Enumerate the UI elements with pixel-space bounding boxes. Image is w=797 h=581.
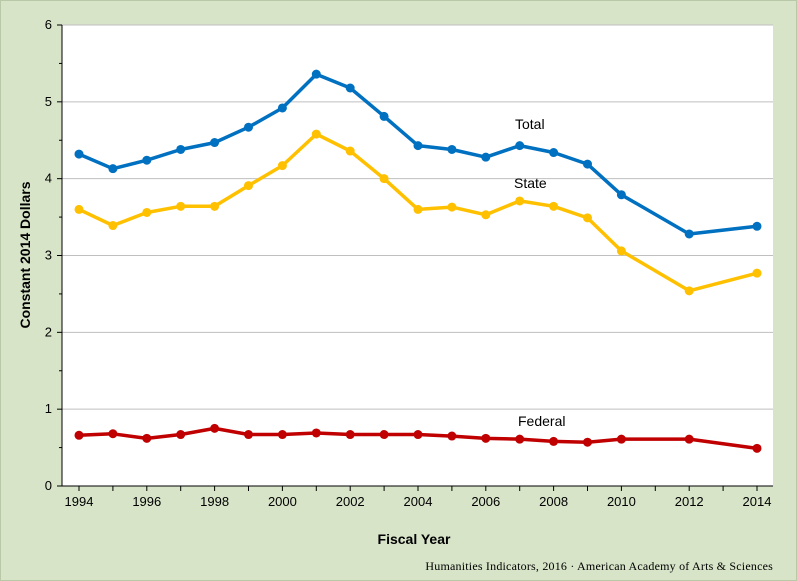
data-point-state [684, 286, 694, 296]
y-tick-label: 0 [45, 478, 52, 493]
data-point-state [752, 268, 762, 278]
data-point-state [616, 246, 626, 256]
x-tick-label: 2014 [743, 494, 772, 509]
data-point-state [108, 221, 118, 231]
data-point-total [345, 83, 355, 93]
y-tick-label: 2 [45, 324, 52, 339]
data-point-total [108, 164, 118, 174]
x-tick-labels: 1994 1996 1998 2000 2002 2004 2006 2008 2010 2012… [65, 494, 772, 509]
data-point-federal [413, 430, 423, 440]
data-point-federal [311, 428, 321, 438]
data-point-state [311, 129, 321, 139]
series-label-total: Total [515, 116, 545, 132]
data-point-total [311, 69, 321, 79]
data-point-total [142, 155, 152, 165]
x-tick-label: 2000 [268, 494, 297, 509]
y-tick-label: 1 [45, 401, 52, 416]
data-point-state [583, 213, 592, 223]
axes [57, 24, 773, 491]
data-point-state [210, 201, 220, 211]
data-point-total [752, 221, 762, 231]
data-point-total [413, 141, 423, 151]
data-point-state [413, 204, 423, 214]
y-axis-title: Constant 2014 Dollars [17, 181, 33, 328]
data-point-total [481, 152, 491, 162]
data-point-total [277, 103, 287, 113]
data-point-federal [481, 433, 491, 443]
y-tick-label: 4 [45, 171, 52, 186]
data-point-federal [74, 430, 84, 440]
data-point-federal [277, 430, 287, 440]
data-point-state [447, 202, 457, 212]
y-tick-label: 6 [45, 17, 52, 32]
data-point-federal [142, 433, 152, 443]
source-credit: Humanities Indicators, 2016 · American A… [425, 559, 773, 573]
series-labels: Total State Federal [514, 116, 565, 429]
data-point-state [549, 201, 559, 211]
y-tick-label: 5 [45, 94, 52, 109]
x-tick-label: 2012 [675, 494, 704, 509]
data-point-federal [244, 430, 253, 440]
data-point-federal [684, 434, 694, 444]
x-tick-label: 2002 [336, 494, 365, 509]
data-point-total [74, 149, 84, 159]
data-point-state [142, 207, 152, 217]
data-point-total [549, 148, 559, 158]
series-label-state: State [514, 175, 547, 191]
x-tick-label: 1994 [65, 494, 94, 509]
data-point-total [616, 190, 626, 200]
data-point-federal [379, 430, 389, 440]
data-point-total [583, 159, 592, 169]
y-tick-label: 3 [45, 248, 52, 263]
data-point-state [244, 181, 253, 191]
data-point-federal [616, 434, 626, 444]
grid-lines [62, 24, 773, 410]
data-point-total [684, 229, 694, 239]
data-point-state [481, 210, 491, 220]
data-point-state [515, 196, 525, 206]
data-point-total [210, 138, 220, 148]
data-point-federal [549, 436, 559, 446]
data-point-total [515, 141, 525, 151]
data-point-state [379, 174, 389, 184]
x-tick-label: 2006 [471, 494, 500, 509]
x-axis-title: Fiscal Year [378, 531, 451, 547]
data-point-federal [447, 431, 457, 441]
data-point-federal [210, 423, 220, 433]
series-label-federal: Federal [518, 413, 565, 429]
series-points [74, 69, 762, 453]
data-point-state [277, 161, 287, 171]
x-tick-label: 2004 [404, 494, 433, 509]
x-tick-label: 2008 [539, 494, 568, 509]
data-point-federal [515, 434, 525, 444]
data-point-total [447, 144, 457, 154]
x-tick-label: 1998 [200, 494, 229, 509]
x-tick-label: 2010 [607, 494, 636, 509]
data-point-total [244, 122, 253, 132]
data-point-state [74, 204, 84, 214]
data-point-total [176, 144, 186, 154]
data-point-federal [108, 429, 118, 439]
data-point-federal [752, 443, 762, 453]
data-point-federal [583, 437, 592, 447]
data-point-state [345, 146, 355, 156]
x-tick-label: 1996 [132, 494, 161, 509]
y-tick-labels: 0 1 2 3 4 5 6 [45, 17, 52, 493]
data-point-federal [176, 430, 186, 440]
data-point-state [176, 201, 186, 211]
data-point-total [379, 111, 389, 121]
data-point-federal [345, 430, 355, 440]
